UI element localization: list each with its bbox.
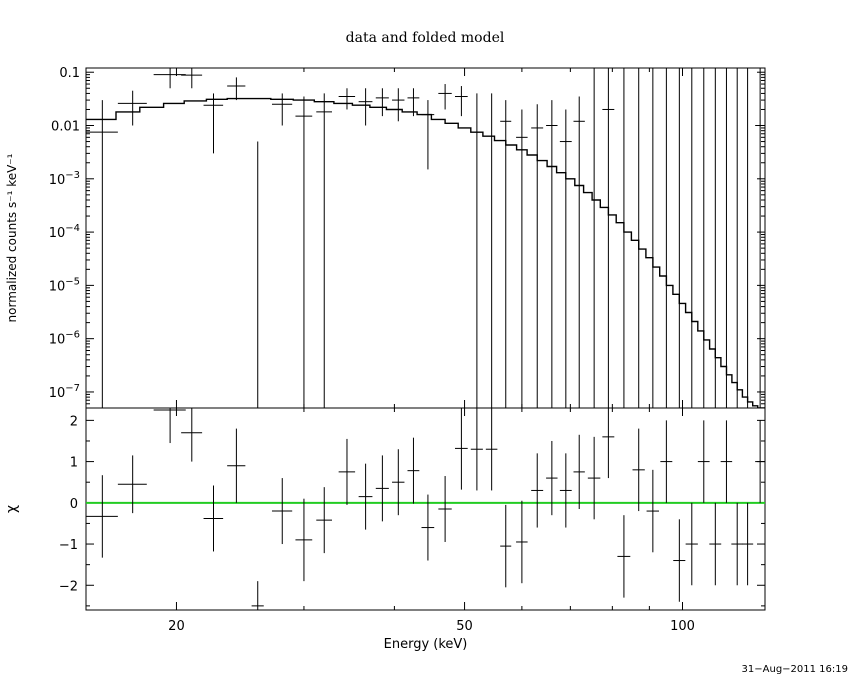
model-step-line bbox=[86, 97, 765, 408]
residual-frame bbox=[85, 407, 766, 611]
y-tick-label: 0 bbox=[70, 497, 78, 512]
y-tick-label: 10−6 bbox=[49, 330, 80, 348]
timestamp: 31−Aug−2011 16:19 bbox=[741, 664, 848, 675]
y-tick-label: 10−7 bbox=[49, 383, 80, 401]
y-axis-label-top: normalized counts s⁻¹ keV⁻¹ bbox=[5, 153, 19, 322]
x-tick-label: 50 bbox=[456, 619, 473, 634]
x-axis-label: Energy (keV) bbox=[384, 637, 468, 652]
residual-panel: 2 1 0 −1 −2 bbox=[59, 407, 766, 611]
data-points bbox=[86, 68, 765, 408]
y-tick-label: 0.1 bbox=[59, 66, 80, 81]
spectrum-frame bbox=[85, 67, 766, 409]
residual-points bbox=[86, 408, 765, 610]
y-tick-label: 1 bbox=[70, 456, 78, 471]
y-tick-label: −1 bbox=[59, 538, 78, 553]
y-tick-label: 10−4 bbox=[49, 223, 80, 241]
y-tick-label: 10−3 bbox=[49, 170, 80, 188]
spectrum-panel: 0.1 0.01 10−3 10−4 10−5 10−6 10−7 bbox=[49, 66, 766, 409]
y-tick-label: 0.01 bbox=[51, 120, 80, 135]
x-tick-label: 100 bbox=[670, 619, 695, 634]
y-tick-label: 10−5 bbox=[49, 276, 80, 294]
x-tick-label: 20 bbox=[168, 619, 185, 634]
y-axis-label-bottom: χ bbox=[4, 505, 20, 513]
y-tick-label: −2 bbox=[59, 579, 78, 594]
y-tick-label: 2 bbox=[70, 414, 78, 429]
chart-title: data and folded model bbox=[345, 30, 505, 46]
